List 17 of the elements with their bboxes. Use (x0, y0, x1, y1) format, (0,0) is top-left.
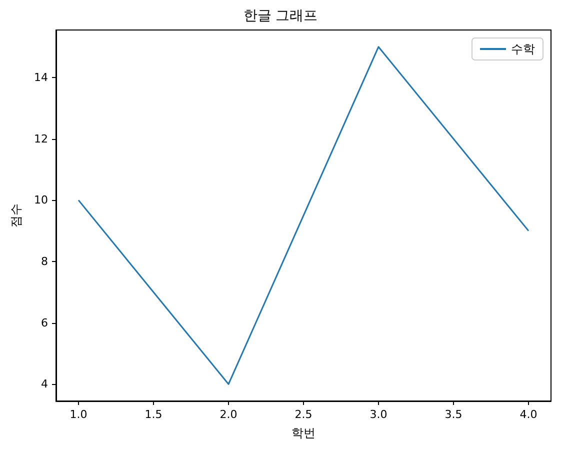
x-axis-title: 학번 (292, 426, 316, 440)
y-tick-label: 10 (34, 194, 48, 207)
legend-label: 수학 (511, 42, 535, 56)
y-tick-label: 12 (34, 132, 48, 146)
x-tick-label: 1.0 (70, 408, 88, 421)
y-axis-title: 점수 (9, 204, 23, 228)
y-tick-label: 6 (41, 316, 48, 330)
x-tick-label: 2.0 (220, 408, 238, 421)
chart-title: 한글 그래프 (243, 8, 318, 24)
y-tick-label: 8 (41, 254, 48, 268)
y-tick-label: 4 (41, 378, 48, 391)
x-tick-label: 2.5 (294, 408, 312, 421)
x-tick-label: 3.5 (444, 408, 462, 421)
y-tick-label: 14 (34, 71, 48, 84)
x-tick-label: 3.0 (370, 408, 388, 421)
x-tick-label: 4.0 (520, 408, 538, 421)
x-tick-label: 1.5 (144, 408, 162, 421)
